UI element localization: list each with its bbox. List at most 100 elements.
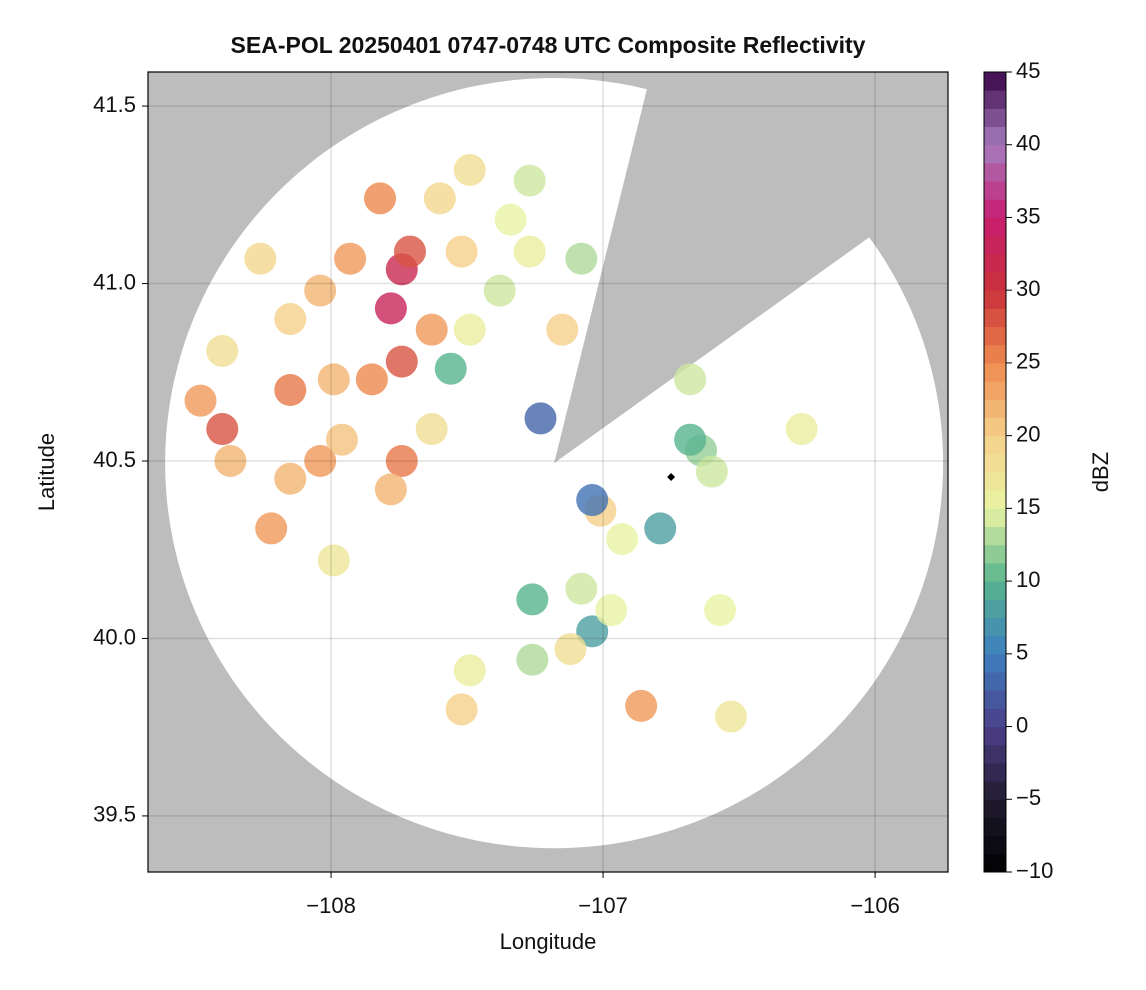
reflectivity-cell xyxy=(206,334,239,367)
colorbar-tick-label: 35 xyxy=(1016,203,1040,228)
reflectivity-cell xyxy=(595,594,628,627)
colorbar-band xyxy=(984,835,1006,855)
colorbar-band xyxy=(984,326,1006,346)
reflectivity-cell xyxy=(393,235,426,268)
colorbar-band xyxy=(984,217,1006,237)
colorbar-band xyxy=(984,508,1006,528)
colorbar-band xyxy=(984,762,1006,782)
colorbar-band xyxy=(984,653,1006,673)
colorbar-band xyxy=(984,635,1006,655)
reflectivity-cell xyxy=(184,384,217,417)
colorbar-band xyxy=(984,235,1006,255)
colorbar-band xyxy=(984,90,1006,109)
colorbar-band xyxy=(984,362,1006,382)
colorbar-band xyxy=(984,599,1006,618)
colorbar-band xyxy=(984,526,1006,546)
reflectivity-cell xyxy=(244,242,277,275)
reflectivity-cell xyxy=(385,444,418,477)
reflectivity-cell xyxy=(304,444,337,477)
colorbar-band xyxy=(984,672,1006,691)
site-marker xyxy=(667,472,676,481)
colorbar-tick-label: −5 xyxy=(1016,785,1041,810)
colorbar-band xyxy=(984,290,1006,309)
colorbar-tick-label: 10 xyxy=(1016,567,1040,592)
reflectivity-cell xyxy=(625,689,658,722)
colorbar-band xyxy=(984,126,1006,146)
reflectivity-cell xyxy=(565,572,598,605)
reflectivity-cell xyxy=(644,512,677,545)
colorbar-tick-label: −10 xyxy=(1016,858,1053,883)
reflectivity-cell xyxy=(565,242,598,275)
reflectivity-cell xyxy=(304,274,337,307)
reflectivity-cell xyxy=(606,523,639,556)
colorbar-band xyxy=(984,108,1006,128)
y-tick-label: 41.5 xyxy=(93,92,136,117)
colorbar-band xyxy=(984,399,1006,418)
reflectivity-cell xyxy=(364,182,397,215)
y-tick-label: 41.0 xyxy=(93,269,136,294)
reflectivity-cell xyxy=(255,512,288,545)
colorbar-band xyxy=(984,144,1006,164)
reflectivity-cell xyxy=(415,313,448,346)
colorbar-tick-label: 45 xyxy=(1016,58,1040,83)
reflectivity-cell xyxy=(695,455,728,488)
x-tick-label: −107 xyxy=(578,893,628,918)
reflectivity-cell xyxy=(317,363,350,396)
plot-area xyxy=(148,72,948,872)
colorbar-band xyxy=(984,708,1006,728)
colorbar-tick-label: 40 xyxy=(1016,131,1040,156)
reflectivity-cell xyxy=(516,643,549,676)
colorbar-band xyxy=(984,490,1006,509)
reflectivity-cell xyxy=(423,182,456,215)
colorbar-band xyxy=(984,162,1006,182)
colorbar-band xyxy=(984,181,1006,200)
reflectivity-cell xyxy=(516,583,549,616)
colorbar-band xyxy=(984,308,1006,328)
colorbar-band xyxy=(984,199,1006,218)
colorbar-band xyxy=(984,272,1006,291)
reflectivity-cell xyxy=(374,473,407,506)
colorbar-band xyxy=(984,472,1006,491)
reflectivity-cell xyxy=(274,374,307,407)
reflectivity-cell xyxy=(374,292,407,325)
reflectivity-cell xyxy=(674,363,707,396)
colorbar-band xyxy=(984,344,1006,364)
colorbar-band xyxy=(984,435,1006,455)
colorbar-band xyxy=(984,253,1006,273)
reflectivity-cell xyxy=(674,423,707,456)
reflectivity-cell xyxy=(494,203,527,236)
reflectivity-cell xyxy=(513,164,546,197)
colorbar-tick-label: 15 xyxy=(1016,494,1040,519)
colorbar-band xyxy=(984,581,1006,600)
plot-frame xyxy=(147,71,949,873)
colorbar-band xyxy=(984,453,1006,473)
colorbar-tick-label: 20 xyxy=(1016,421,1040,446)
x-tick-label: −108 xyxy=(306,893,356,918)
reflectivity-cell xyxy=(434,352,467,385)
colorbar-band xyxy=(984,562,1006,582)
reflectivity-cell xyxy=(453,153,486,186)
y-tick-label: 40.5 xyxy=(93,447,136,472)
reflectivity-cell xyxy=(576,484,609,517)
colorbar-tick-label: 5 xyxy=(1016,640,1028,665)
colorbar-band xyxy=(984,853,1006,873)
colorbar-band xyxy=(984,817,1006,837)
reflectivity-cell xyxy=(576,615,609,648)
reflectivity-cell xyxy=(274,462,307,495)
reflectivity-cell xyxy=(325,423,358,456)
reflectivity-cell xyxy=(445,235,478,268)
reflectivity-cell xyxy=(714,700,747,733)
colorbar-band xyxy=(984,744,1006,764)
reflectivity-cell xyxy=(785,413,818,446)
colorbar-band xyxy=(984,690,1006,709)
reflectivity-cell xyxy=(513,235,546,268)
reflectivity-cell xyxy=(206,413,239,446)
colorbar-band xyxy=(984,72,1006,91)
reflectivity-cell xyxy=(554,633,587,666)
x-tick-label: −106 xyxy=(850,893,900,918)
blocked-sector xyxy=(554,72,948,464)
reflectivity-cell xyxy=(524,402,557,435)
reflectivity-cell xyxy=(546,313,579,346)
colorbar-band xyxy=(984,726,1006,746)
